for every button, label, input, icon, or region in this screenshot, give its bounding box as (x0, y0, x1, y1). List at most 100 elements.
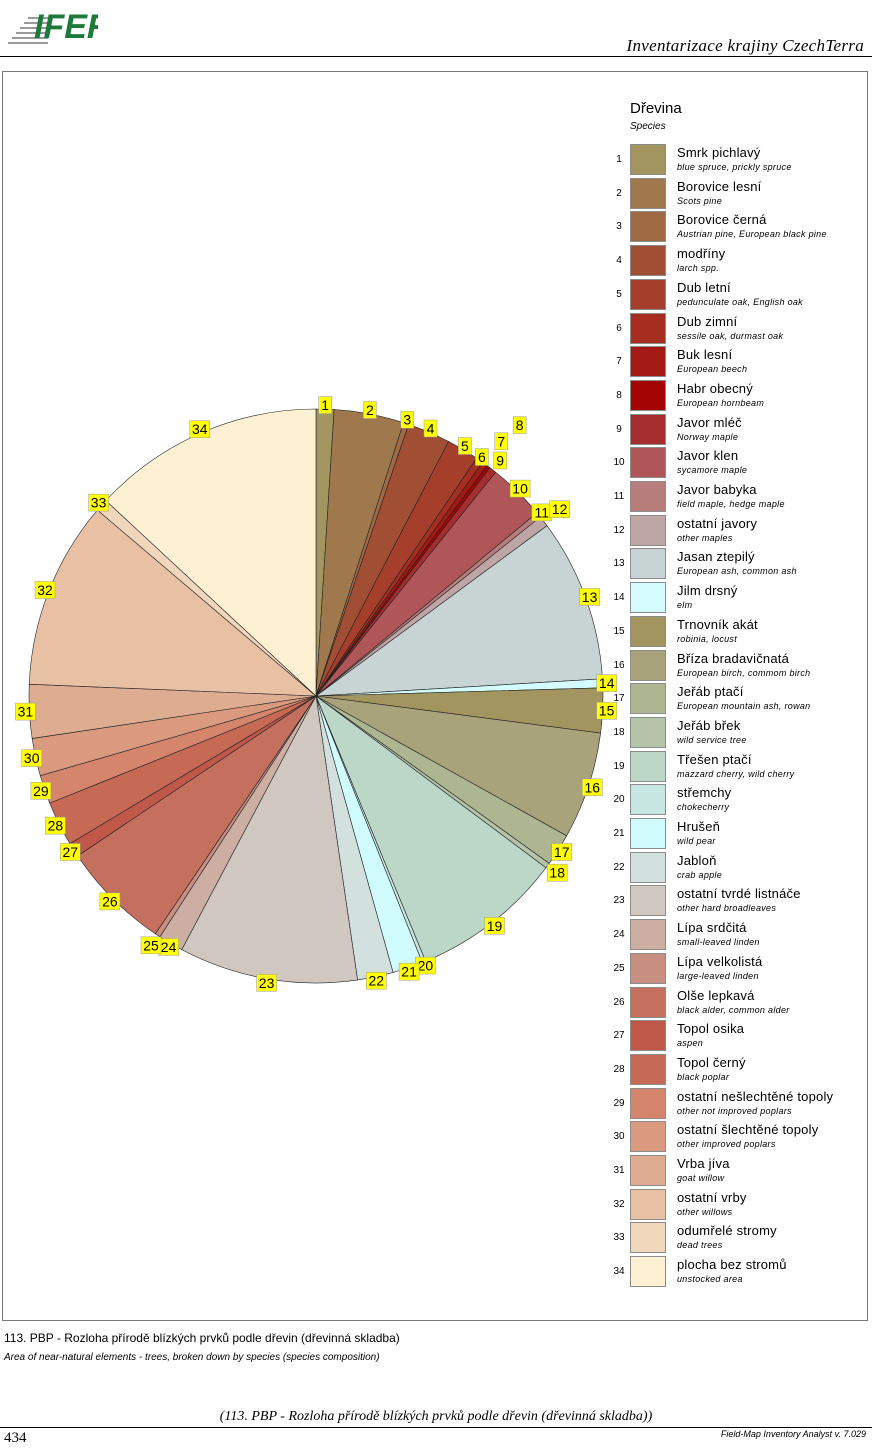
legend-label: Lípa srdčitá (677, 920, 747, 936)
legend-label-english: other willows (677, 1206, 733, 1217)
legend-swatch (630, 1087, 666, 1119)
legend-number: 24 (613, 929, 625, 941)
svg-text:19: 19 (487, 918, 503, 934)
svg-text:2: 2 (366, 402, 374, 418)
slice-label-4: 4 (423, 419, 438, 438)
slice-label-6: 6 (475, 448, 489, 466)
legend-swatch (630, 1188, 666, 1220)
svg-text:21: 21 (401, 964, 417, 980)
legend-label: Javor babyka (677, 482, 757, 497)
legend-number: 29 (613, 1097, 625, 1109)
slice-label-22: 22 (366, 971, 387, 990)
svg-text:4: 4 (427, 421, 435, 437)
legend-number: 33 (613, 1232, 625, 1244)
legend-label: Lípa velkolistá (677, 953, 763, 969)
legend-swatch (630, 919, 666, 951)
svg-text:17: 17 (554, 844, 570, 860)
legend-swatch (630, 818, 666, 849)
svg-text:31: 31 (18, 704, 34, 720)
legend-swatch (630, 346, 666, 378)
legend-label-english: wild service tree (677, 734, 747, 745)
legend-label: Jeřáb břek (677, 717, 741, 733)
legend-label: Habr obecný (677, 380, 753, 396)
legend-swatch (630, 952, 666, 984)
legend-swatch (630, 312, 666, 344)
chart-frame (2, 71, 868, 1321)
legend-label: Jabloň (677, 852, 717, 868)
legend-item-32: 32 ostatní vrby other willows (610, 1188, 870, 1222)
legend-label-english: elm (677, 600, 693, 611)
slice-label-20: 20 (415, 956, 436, 975)
legend-label-english: sessile oak, durmast oak (677, 330, 784, 341)
legend-number: 9 (616, 423, 622, 435)
legend-item-2: 2 Borovice lesní Scots pine (610, 177, 870, 211)
legend-number: 5 (616, 288, 622, 300)
svg-text:27: 27 (63, 844, 79, 860)
slice-label-3: 3 (400, 410, 415, 429)
software-version: Field-Map Inventory Analyst v. 7.029 (720, 1429, 866, 1439)
legend-number: 10 (613, 457, 625, 469)
legend-label-english: other maples (677, 532, 733, 543)
slice-label-11: 11 (531, 503, 553, 522)
legend-label: Borovice lesní (677, 178, 762, 194)
legend-number: 31 (613, 1165, 625, 1176)
legend-swatch (630, 1121, 666, 1153)
legend-label: Olše lepkavá (677, 987, 755, 1003)
legend-item-6: 6 Dub zimní sessile oak, durmast oak (610, 312, 870, 346)
legend-title: Dřevina (630, 100, 682, 117)
legend-label: Javor mléč (677, 414, 742, 430)
legend-item-7: 7 Buk lesní European beech (610, 346, 870, 379)
legend-swatch (630, 447, 666, 479)
legend-swatch (630, 750, 666, 782)
slice-label-12: 12 (549, 500, 570, 518)
legend-label: ostatní javory (677, 515, 758, 531)
legend-number: 18 (613, 726, 625, 738)
legend-label-english: large-leaved linden (677, 970, 759, 981)
slice-label-30: 30 (21, 749, 42, 767)
legend-item-13: 13 Jasan ztepilý European ash, common ash (610, 548, 870, 581)
legend-item-8: 8 Habr obecný European hornbeam (610, 379, 870, 413)
legend-item-30: 30 ostatní šlechtěné topoly other improved… (610, 1121, 870, 1154)
legend-label: Hrušeň (677, 819, 721, 834)
svg-text:14: 14 (599, 675, 615, 691)
legend-label: Jilm drsný (677, 583, 738, 599)
legend-label-english: Norway maple (677, 431, 739, 442)
legend-swatch (630, 1155, 666, 1186)
legend-label: Vrba jíva (677, 1156, 730, 1171)
legend-label-english: European ash, common ash (677, 566, 797, 577)
slice-label-25: 25 (140, 936, 162, 955)
legend-label-english: European birch, commom birch (677, 667, 811, 678)
svg-text:7: 7 (497, 433, 505, 449)
legend-number: 25 (613, 962, 625, 974)
legend-item-9: 9 Javor mléč Norway maple (610, 413, 870, 447)
slice-label-27: 27 (60, 843, 81, 861)
legend-label: Topol osika (677, 1021, 745, 1037)
legend-label: Dub zimní (677, 313, 738, 329)
legend-swatch (630, 683, 666, 715)
svg-text:26: 26 (102, 893, 118, 909)
legend-label-english: blue spruce, prickly spruce (677, 162, 792, 172)
legend-label-english: small-leaved linden (677, 937, 760, 948)
legend-swatch (630, 514, 666, 546)
legend-label: střemchy (677, 785, 732, 801)
legend-swatch (630, 1256, 666, 1288)
legend-number: 8 (616, 389, 622, 401)
legend-label-english: dead trees (677, 1240, 723, 1251)
legend-item-21: 21 Hrušeň wild pear (610, 818, 870, 851)
legend-number: 3 (616, 221, 622, 233)
legend-label: odumřelé stromy (677, 1223, 777, 1239)
legend-label: Borovice černá (677, 212, 767, 228)
slice-label-14: 14 (596, 674, 617, 692)
legend-label: modříny (677, 246, 726, 262)
legend-item-34: 34 plocha bez stromů unstocked area (610, 1256, 870, 1289)
page-number: 434 (4, 1430, 27, 1446)
svg-text:IFER: IFER (34, 8, 98, 46)
legend-item-12: 12 ostatní javory other maples (610, 514, 870, 548)
legend-label-english: robinia, locust (677, 633, 738, 644)
legend-label-english: larch spp. (677, 263, 720, 274)
legend-label-english: pedunculate oak, English oak (677, 296, 803, 307)
legend-label-english: unstocked area (677, 1274, 743, 1285)
legend-label: Smrk pichlavý (677, 145, 761, 160)
legend-label: ostatní šlechtěné topoly (677, 1122, 819, 1138)
svg-text:34: 34 (192, 421, 208, 437)
